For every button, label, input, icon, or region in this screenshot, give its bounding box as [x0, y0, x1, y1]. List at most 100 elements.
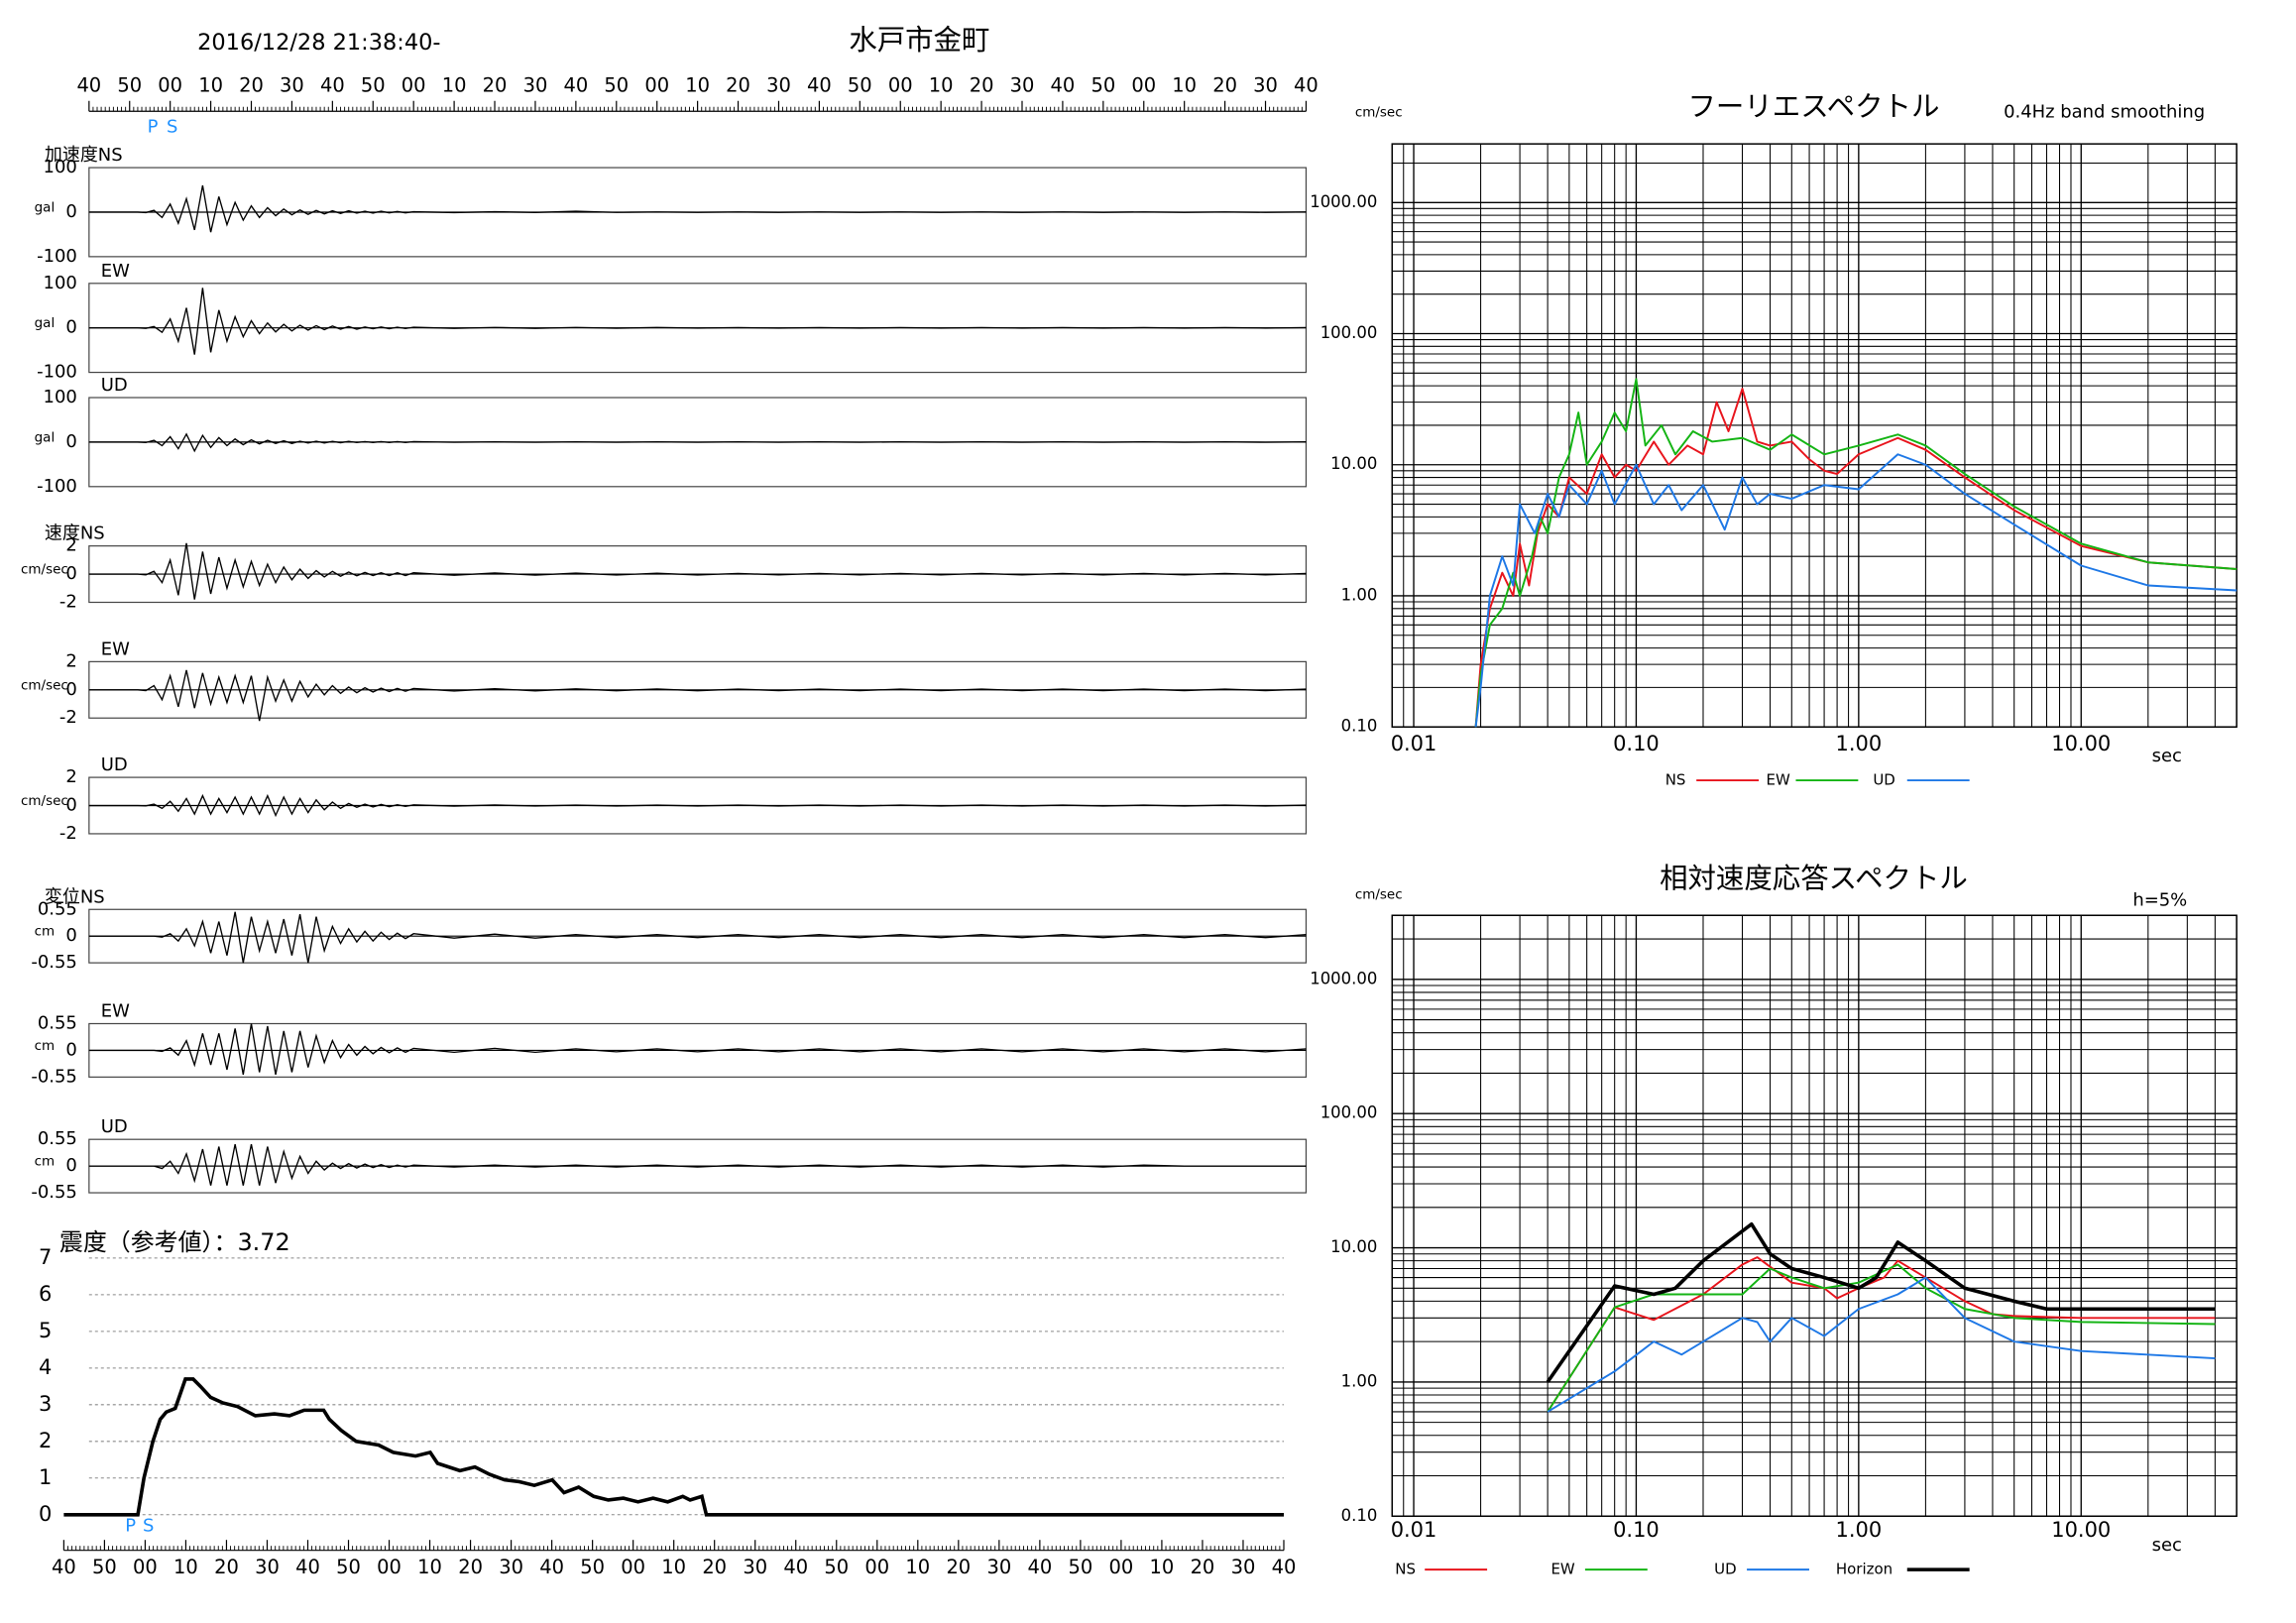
x-tick-label: 00: [158, 73, 182, 96]
x-tick-label: 30: [523, 73, 548, 96]
plot-frame: [1391, 914, 2238, 1518]
x-tick-label: 50: [1069, 1556, 1093, 1578]
x-tick-label: 00: [888, 73, 913, 96]
chart-title: 相対速度応答スペクトル: [1660, 862, 1968, 894]
x-tick-label: 10: [685, 73, 710, 96]
y-tick-label: -100: [37, 362, 77, 383]
x-tick-label: 00: [377, 1556, 402, 1578]
y-tick-label: 1.00: [1341, 1371, 1378, 1390]
x-tick-label: 20: [214, 1556, 239, 1578]
y-axis-label: cm/sec: [1355, 886, 1403, 902]
legend-label: NS: [1395, 1561, 1416, 1578]
x-tick-label: 30: [766, 73, 791, 96]
x-tick-label: 00: [644, 73, 669, 96]
y-tick-label: 2: [65, 535, 76, 556]
x-tick-label: 40: [783, 1556, 808, 1578]
x-tick-label: 10: [905, 1556, 930, 1578]
x-tick-label: 10: [198, 73, 223, 96]
spectrum-line: [1474, 453, 2238, 728]
y-tick-label: 6: [39, 1282, 52, 1306]
x-tick-label: 40: [295, 1556, 320, 1578]
spectrum-line: [1474, 378, 2238, 728]
y-tick-label: 100: [44, 387, 77, 407]
y-tick-label: 4: [39, 1355, 52, 1379]
x-tick-label: 20: [1212, 73, 1237, 96]
legend-label: UD: [1873, 771, 1894, 789]
y-tick-label: 7: [39, 1245, 52, 1269]
x-tick-label: 20: [483, 73, 508, 96]
x-tick-label: 30: [1231, 1556, 1256, 1578]
x-tick-label: 50: [117, 73, 142, 96]
trace-unit: cm: [35, 1154, 56, 1170]
y-tick-label: -0.55: [31, 1066, 76, 1087]
phase-marker: P: [125, 1516, 136, 1537]
x-tick-label: 0.01: [1391, 1518, 1437, 1542]
x-tick-label: 40: [76, 73, 101, 96]
phase-marker: P: [148, 117, 159, 138]
legend-label: EW: [1550, 1561, 1574, 1578]
trace-title: 変位NS: [45, 886, 105, 907]
x-tick-label: 0.10: [1613, 732, 1660, 755]
y-tick-label: 0: [65, 925, 76, 946]
y-tick-label: 2: [39, 1429, 52, 1452]
y-tick-label: 0: [65, 431, 76, 452]
y-tick-label: -2: [59, 823, 77, 844]
trace-title: UD: [101, 1116, 128, 1137]
y-tick-label: -100: [37, 246, 77, 267]
x-tick-label: 50: [92, 1556, 117, 1578]
x-axis-label: sec: [2152, 746, 2182, 766]
trace-title: 速度NS: [45, 523, 105, 544]
trace-title: EW: [101, 261, 130, 282]
x-tick-label: 30: [743, 1556, 767, 1578]
legend-label: UD: [1714, 1561, 1736, 1578]
x-tick-label: 20: [970, 73, 994, 96]
y-tick-label: -2: [59, 707, 77, 728]
x-tick-label: 20: [458, 1556, 483, 1578]
x-tick-label: 1.00: [1836, 1518, 1883, 1542]
phase-marker: S: [143, 1516, 154, 1537]
x-tick-label: 10.00: [2051, 732, 2111, 755]
y-tick-label: -0.55: [31, 1182, 76, 1203]
x-tick-label: 30: [986, 1556, 1011, 1578]
spectrum-line: [1547, 1263, 2216, 1413]
y-tick-label: 0: [65, 563, 76, 584]
x-tick-label: 50: [580, 1556, 605, 1578]
trace-unit: gal: [35, 199, 56, 215]
x-tick-label: 00: [1131, 73, 1156, 96]
trace-unit: cm/sec: [21, 562, 68, 578]
x-tick-label: 10: [661, 1556, 686, 1578]
x-tick-label: 50: [1091, 73, 1115, 96]
x-tick-label: 40: [807, 73, 832, 96]
waveform-trace: [88, 1023, 1307, 1076]
y-tick-label: 100: [44, 157, 77, 177]
trace-unit: cm: [35, 924, 56, 940]
trace-unit: cm/sec: [21, 793, 68, 809]
x-tick-label: 40: [539, 1556, 564, 1578]
station-name: 水戸市金町: [849, 24, 989, 57]
x-tick-label: 40: [1051, 73, 1076, 96]
legend-label: NS: [1665, 771, 1686, 789]
y-tick-label: 0: [65, 201, 76, 222]
y-tick-label: 3: [39, 1392, 52, 1416]
trace-unit: gal: [35, 315, 56, 331]
chart-title: 震度（参考値）：3.72: [59, 1228, 290, 1256]
waveform-trace: [88, 1143, 1307, 1186]
y-tick-label: 0: [65, 679, 76, 700]
trace-unit: gal: [35, 429, 56, 445]
y-tick-label: 100: [44, 273, 77, 293]
x-tick-label: 50: [824, 1556, 849, 1578]
x-tick-label: 10: [1172, 73, 1197, 96]
x-tick-label: 20: [946, 1556, 971, 1578]
y-tick-label: 0.10: [1341, 717, 1378, 736]
y-tick-label: 2: [65, 766, 76, 787]
y-tick-label: 10.00: [1330, 1237, 1377, 1256]
legend-label: Horizon: [1836, 1561, 1893, 1578]
trace-unit: cm/sec: [21, 677, 68, 693]
y-tick-label: 1: [39, 1465, 52, 1489]
x-tick-label: 0.10: [1613, 1518, 1660, 1542]
trace-title: EW: [101, 638, 130, 659]
x-tick-label: 30: [1010, 73, 1035, 96]
x-tick-label: 50: [361, 73, 386, 96]
